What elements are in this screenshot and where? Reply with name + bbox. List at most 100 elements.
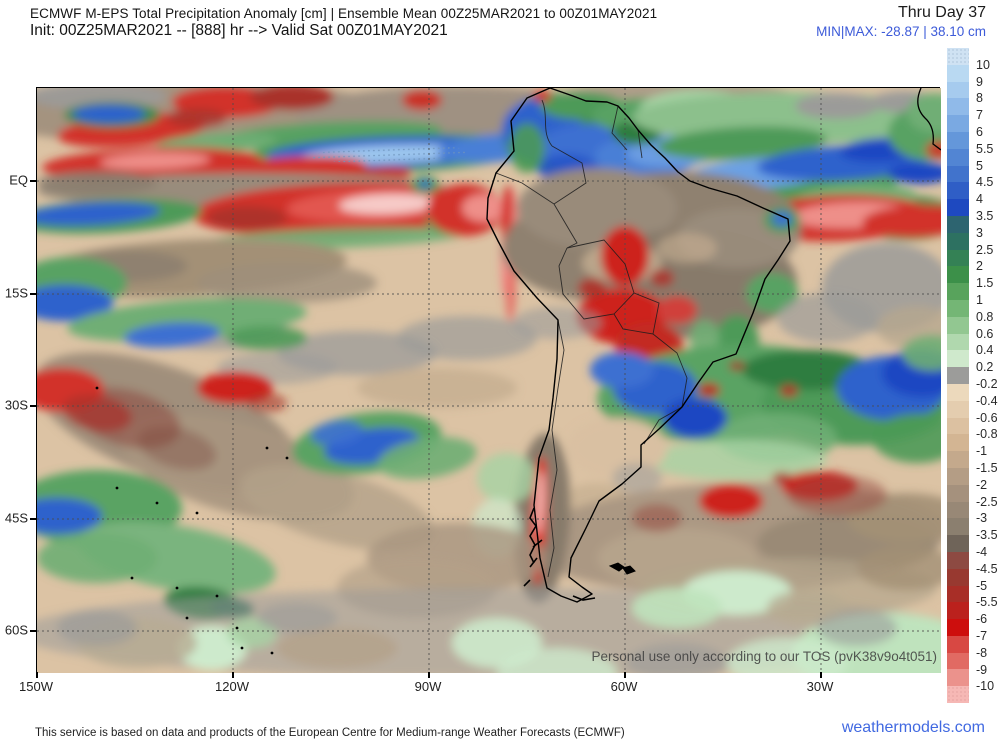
page-title: ECMWF M-EPS Total Precipitation Anomaly … [30,6,658,21]
colorbar-segment [947,148,969,166]
colorbar-segment [947,64,969,82]
anomaly-blob [462,194,506,222]
anomaly-blob [612,463,662,493]
colorbar-tick-label: -1.5 [976,461,998,475]
colorbar-tick-label: 2.5 [976,242,994,257]
colorbar-segment [947,585,969,603]
anomaly-blob [509,123,545,173]
colorbar-tick-label: 7 [976,108,983,123]
colorbar-tick-label: -5 [976,578,988,593]
colorbar-segment [947,518,969,536]
lon-tick-mark [428,672,430,678]
anomaly-blob [627,643,727,673]
attribution-text: This service is based on data and produc… [35,727,625,739]
colorbar-tick-label: -2 [976,477,988,492]
lat-tick-label: 45S [4,510,28,526]
lon-tick-mark [36,672,38,678]
anomaly-blob [657,126,827,160]
colorbar-segment [947,451,969,468]
anomaly-blob [339,193,435,215]
lat-tick-mark [30,405,36,407]
colorbar-segment [947,467,969,485]
anomaly-blob [902,335,941,371]
colorbar-segment [947,316,969,334]
colorbar-segment [947,652,969,670]
colorbar-segment [947,199,969,216]
anomaly-blob [578,278,606,298]
colorbar-segment [947,434,969,452]
graticule [37,88,941,673]
lon-tick-label: 60W [610,679,638,694]
colorbar-segment [947,131,969,149]
country-borders [495,99,688,578]
anomaly-blob [377,437,477,479]
anomaly-blob [729,361,745,371]
anomaly-blob [926,141,941,159]
africa-coastline [917,88,941,151]
colorbar-tick-label: 9 [976,74,983,89]
anomaly-blob [124,322,220,348]
anomaly-blob [657,233,717,263]
colorbar-segment [947,48,969,65]
anomaly-blob [517,168,677,248]
tos-watermark: Personal use only according to our TOS (… [592,649,937,664]
colorbar-tick-label: 0.8 [976,309,994,324]
colorbar-tick-label: 3.5 [976,209,994,223]
colorbar-tick-label: -1 [976,444,988,459]
colorbar-segment [947,568,969,586]
anomaly-blob [73,105,145,123]
colorbar-tick-label: 10 [976,57,990,72]
anomaly-blob [311,420,363,446]
colorbar-tick-label: -4 [976,545,988,559]
lon-tick-mark [820,672,822,678]
anomaly-blob [907,93,941,133]
lat-tick-label: 60S [4,622,28,638]
colorbar-tick-label: 5 [976,158,983,173]
anomaly-blob [888,162,941,184]
colorbar-segment [947,400,969,418]
lon-tick-mark [232,672,234,678]
colorbar-segment [947,484,969,502]
islands [95,386,636,655]
anomaly-blob [257,603,337,633]
colorbar-tick-label: 1 [976,293,983,307]
brand-link[interactable]: weathermodels.com [841,719,985,736]
anomaly-blob [402,90,442,110]
lat-tick-mark [30,293,36,295]
anomaly-blob [37,498,102,534]
colorbar-tick-label: 0.4 [976,343,994,358]
colorbar-segment [947,686,969,704]
anomaly-blob [505,265,517,321]
colorbar-tick-label: 0.2 [976,360,994,375]
minmax-label: MIN|MAX: -28.87 | 38.10 cm [816,24,986,39]
anomaly-blob [817,610,897,646]
anomaly-blob [699,484,763,518]
colorbar-tick-label: 4.5 [976,175,994,190]
colorbar-tick-label: -4.5 [976,561,998,576]
colorbar-segment [947,501,969,519]
colorbar-tick-label: 2 [976,259,983,274]
stipple-overlay [311,145,467,163]
colorbar-segment [947,635,969,653]
anomaly-blob [477,453,537,503]
colorbar-segment [947,215,969,233]
anomaly-blob [567,418,667,478]
colorbar-segment [947,333,969,351]
colorbar-segment [947,551,969,569]
anomaly-blob [37,202,160,226]
colorbar-tick-label: 1.5 [976,276,994,291]
colorbar-tick-label: -5.5 [976,595,998,610]
colorbar-tick-label: -3.5 [976,528,998,543]
colorbar-segment [947,283,969,300]
colorbar-tick-label: 5.5 [976,141,994,156]
colorbar-tick-label: -10 [976,679,995,694]
colorbar-tick-label: 0.6 [976,326,994,341]
anomaly-blob [663,398,727,438]
anomaly-blob [512,307,602,339]
anomaly-blob [167,108,227,128]
colorbar-segment [947,249,969,267]
anomaly-field [37,88,941,673]
anomaly-blob [357,368,517,408]
anomaly-blob [590,352,654,388]
